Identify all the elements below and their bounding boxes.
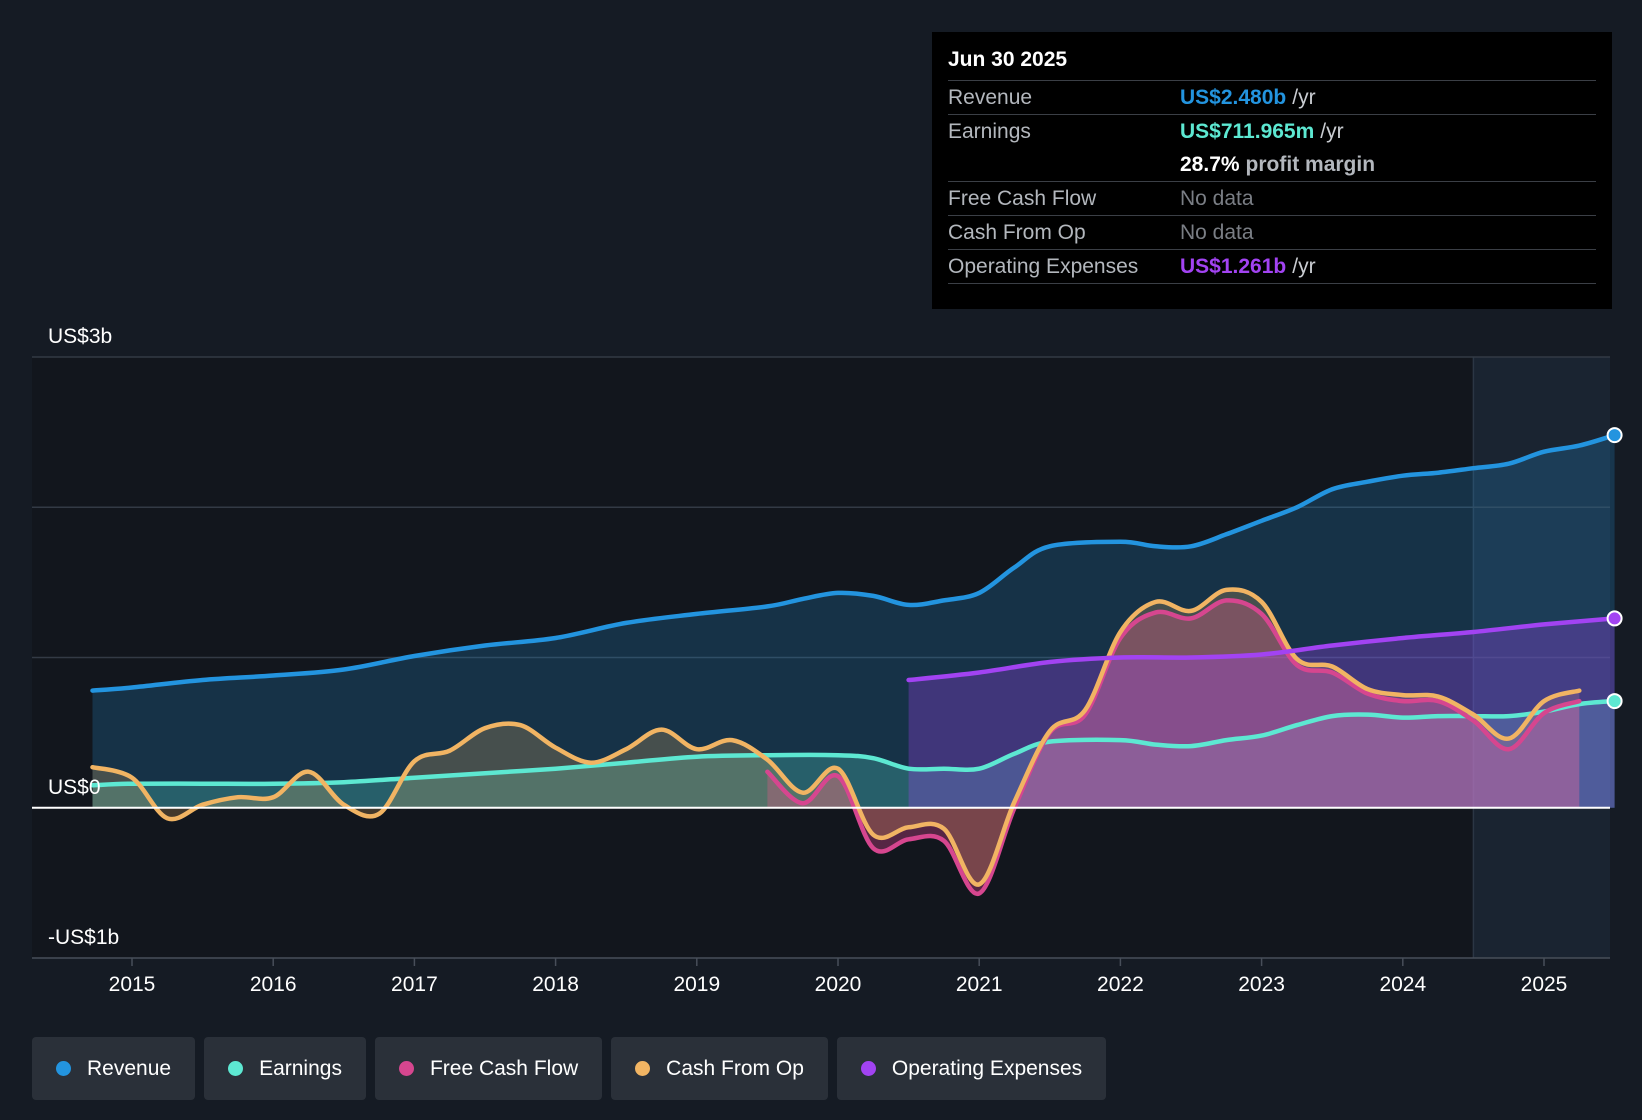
tooltip-opex-unit: /yr — [1292, 254, 1316, 278]
earnings-end-marker — [1606, 693, 1623, 710]
cash-from-op-area — [92, 589, 1580, 885]
legend-dot-icon — [398, 1061, 414, 1076]
legend-label: Revenue — [87, 1056, 172, 1080]
tooltip-fcf-value: No data — [1180, 186, 1254, 210]
x-tick-label: 2018 — [532, 973, 579, 996]
tooltip-revenue-value: US$2.480b — [1180, 85, 1287, 109]
tooltip-earnings-value: US$711.965m — [1180, 119, 1315, 143]
x-tick-label: 2016 — [250, 973, 297, 996]
tooltip-revenue-unit: /yr — [1292, 85, 1316, 109]
legend-dot-icon — [635, 1061, 651, 1076]
x-tick-label: 2021 — [956, 973, 1003, 996]
x-tick-label: 2024 — [1379, 973, 1426, 996]
tooltip-row-revenue: Revenue US$2.480b /yr — [948, 80, 1596, 114]
y-tick-label: US$0 — [48, 776, 101, 799]
chart: US$3b US$0 -US$1b 2015 2016 2017 2018 2019 2020 2… — [32, 325, 1623, 996]
legend: Revenue Earnings Free Cash Flow Cash Fro… — [32, 1037, 1107, 1100]
x-tick-label: 2022 — [1097, 973, 1144, 996]
operating-expenses-area — [908, 618, 1615, 808]
x-tick-label: 2020 — [815, 973, 862, 996]
legend-item-revenue[interactable]: Revenue — [32, 1037, 196, 1100]
x-tick-label: 2025 — [1521, 973, 1568, 996]
tooltip-margin-value: 28.7% — [1180, 152, 1240, 176]
tooltip: Jun 30 2025 Revenue US$2.480b /yr Earnin… — [932, 32, 1612, 309]
tooltip-date: Jun 30 2025 — [948, 48, 1068, 71]
tooltip-earnings-label: Earnings — [948, 119, 1031, 143]
tooltip-row-earnings: Earnings US$711.965m /yr — [948, 114, 1596, 148]
legend-item-free-cash-flow[interactable]: Free Cash Flow — [374, 1037, 603, 1100]
tooltip-opex-value: US$1.261b — [1180, 254, 1287, 278]
legend-dot-icon — [228, 1061, 244, 1076]
y-tick-label: -US$1b — [48, 926, 119, 949]
x-tick-label: 2017 — [391, 973, 438, 996]
cash-from-op-line — [90, 587, 1582, 887]
operating-expenses-end-marker — [1606, 610, 1623, 627]
revenue-area — [92, 435, 1615, 808]
tooltip-fcf-label: Free Cash Flow — [948, 186, 1097, 210]
earnings-line — [90, 698, 1617, 788]
x-tick-label: 2019 — [673, 973, 720, 996]
legend-label: Earnings — [259, 1056, 342, 1080]
legend-label: Cash From Op — [666, 1056, 804, 1080]
revenue-line — [90, 432, 1617, 693]
tooltip-revenue-label: Revenue — [948, 85, 1033, 109]
tooltip-cfo-label: Cash From Op — [948, 220, 1086, 244]
legend-dot-icon — [860, 1061, 876, 1076]
legend-label: Free Cash Flow — [429, 1056, 579, 1080]
y-tick-label: US$3b — [48, 325, 112, 348]
tooltip-row-cfo: Cash From Op No data — [948, 215, 1596, 249]
x-tick-label: 2015 — [109, 973, 156, 996]
legend-dot-icon — [56, 1061, 71, 1076]
earnings-area — [92, 701, 1615, 808]
tooltip-cfo-value: No data — [1180, 220, 1254, 244]
x-tick-label: 2023 — [1238, 973, 1285, 996]
legend-item-earnings[interactable]: Earnings — [204, 1037, 366, 1100]
tooltip-opex-label: Operating Expenses — [948, 254, 1139, 278]
legend-item-operating-expenses[interactable]: Operating Expenses — [836, 1037, 1107, 1100]
tooltip-row-fcf: Free Cash Flow No data — [948, 181, 1596, 215]
revenue-end-marker — [1606, 427, 1623, 444]
tooltip-earnings-unit: /yr — [1320, 119, 1344, 143]
legend-item-cash-from-op[interactable]: Cash From Op — [611, 1037, 828, 1100]
tooltip-row-opex: Operating Expenses US$1.261b /yr — [948, 249, 1596, 284]
tooltip-row-margin: 28.7% profit margin — [948, 148, 1596, 181]
legend-label: Operating Expenses — [891, 1056, 1083, 1080]
tooltip-margin-text: profit margin — [1245, 152, 1376, 176]
